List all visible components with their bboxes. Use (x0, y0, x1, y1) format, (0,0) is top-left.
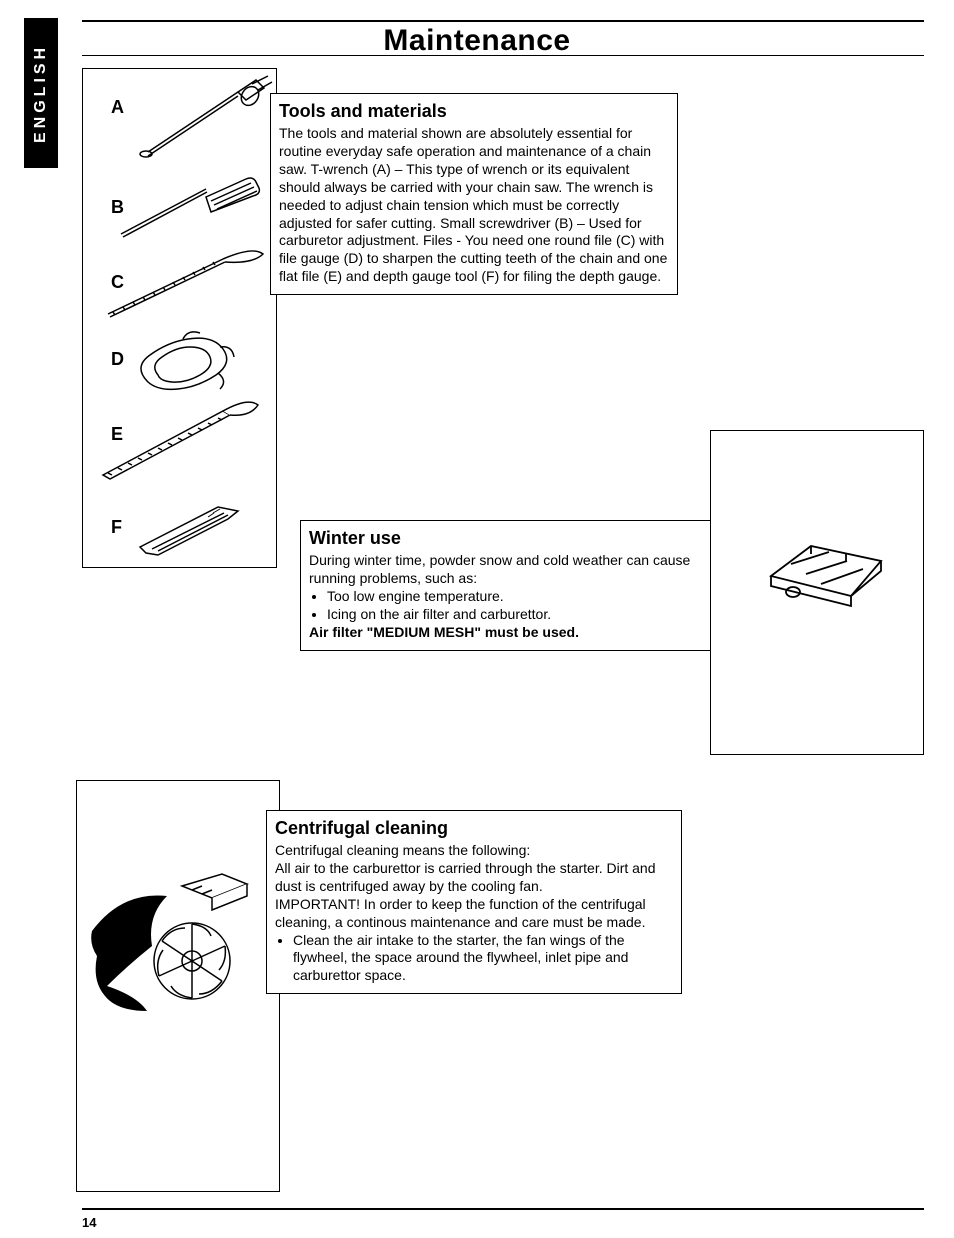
tools-illustration-panel: A B C D E F (82, 68, 277, 568)
winter-box-title: Winter use (309, 527, 711, 550)
centrifugal-icon (87, 836, 272, 1021)
page-title: Maintenance (0, 24, 954, 58)
winter-use-box: Winter use During winter time, powder sn… (300, 520, 720, 651)
rule-bottom (82, 1208, 924, 1210)
air-filter-panel (710, 430, 924, 755)
t-wrench-icon (128, 74, 273, 164)
flat-file-icon (98, 389, 268, 484)
centrifugal-list: Clean the air intake to the starter, the… (281, 932, 673, 986)
tools-box-body: The tools and material shown are absolut… (279, 125, 669, 286)
centrifugal-illustration-panel (76, 780, 280, 1192)
air-filter-icon (751, 506, 901, 616)
tool-label-f: F (111, 517, 122, 538)
page-number: 14 (82, 1215, 96, 1230)
tools-box-title: Tools and materials (279, 100, 669, 123)
rule-top (82, 20, 924, 22)
winter-box-intro: During winter time, powder snow and cold… (309, 552, 711, 588)
centrifugal-line-1: Centrifugal cleaning means the following… (275, 842, 673, 860)
tool-label-a: A (111, 97, 124, 118)
centrifugal-bullet: Clean the air intake to the starter, the… (293, 932, 673, 986)
centrifugal-line-2: All air to the carburettor is carried th… (275, 860, 673, 896)
winter-box-list: Too low engine temperature. Icing on the… (315, 588, 711, 624)
centrifugal-box: Centrifugal cleaning Centrifugal cleanin… (266, 810, 682, 994)
round-file-icon (103, 244, 273, 324)
winter-bullet-2: Icing on the air filter and carburettor. (327, 606, 711, 624)
centrifugal-line-3: IMPORTANT! In order to keep the function… (275, 896, 673, 932)
tools-materials-box: Tools and materials The tools and materi… (270, 93, 678, 295)
screwdriver-icon (111, 174, 276, 244)
language-tab: ENGLISH (24, 18, 58, 168)
tool-label-d: D (111, 349, 124, 370)
centrifugal-box-title: Centrifugal cleaning (275, 817, 673, 840)
page: Maintenance ENGLISH A B C D E F (0, 0, 954, 1238)
rule-under-title (82, 55, 924, 56)
winter-box-footer: Air filter "MEDIUM MESH" must be used. (309, 624, 711, 642)
depth-gauge-icon (128, 489, 248, 559)
winter-bullet-1: Too low engine temperature. (327, 588, 711, 606)
